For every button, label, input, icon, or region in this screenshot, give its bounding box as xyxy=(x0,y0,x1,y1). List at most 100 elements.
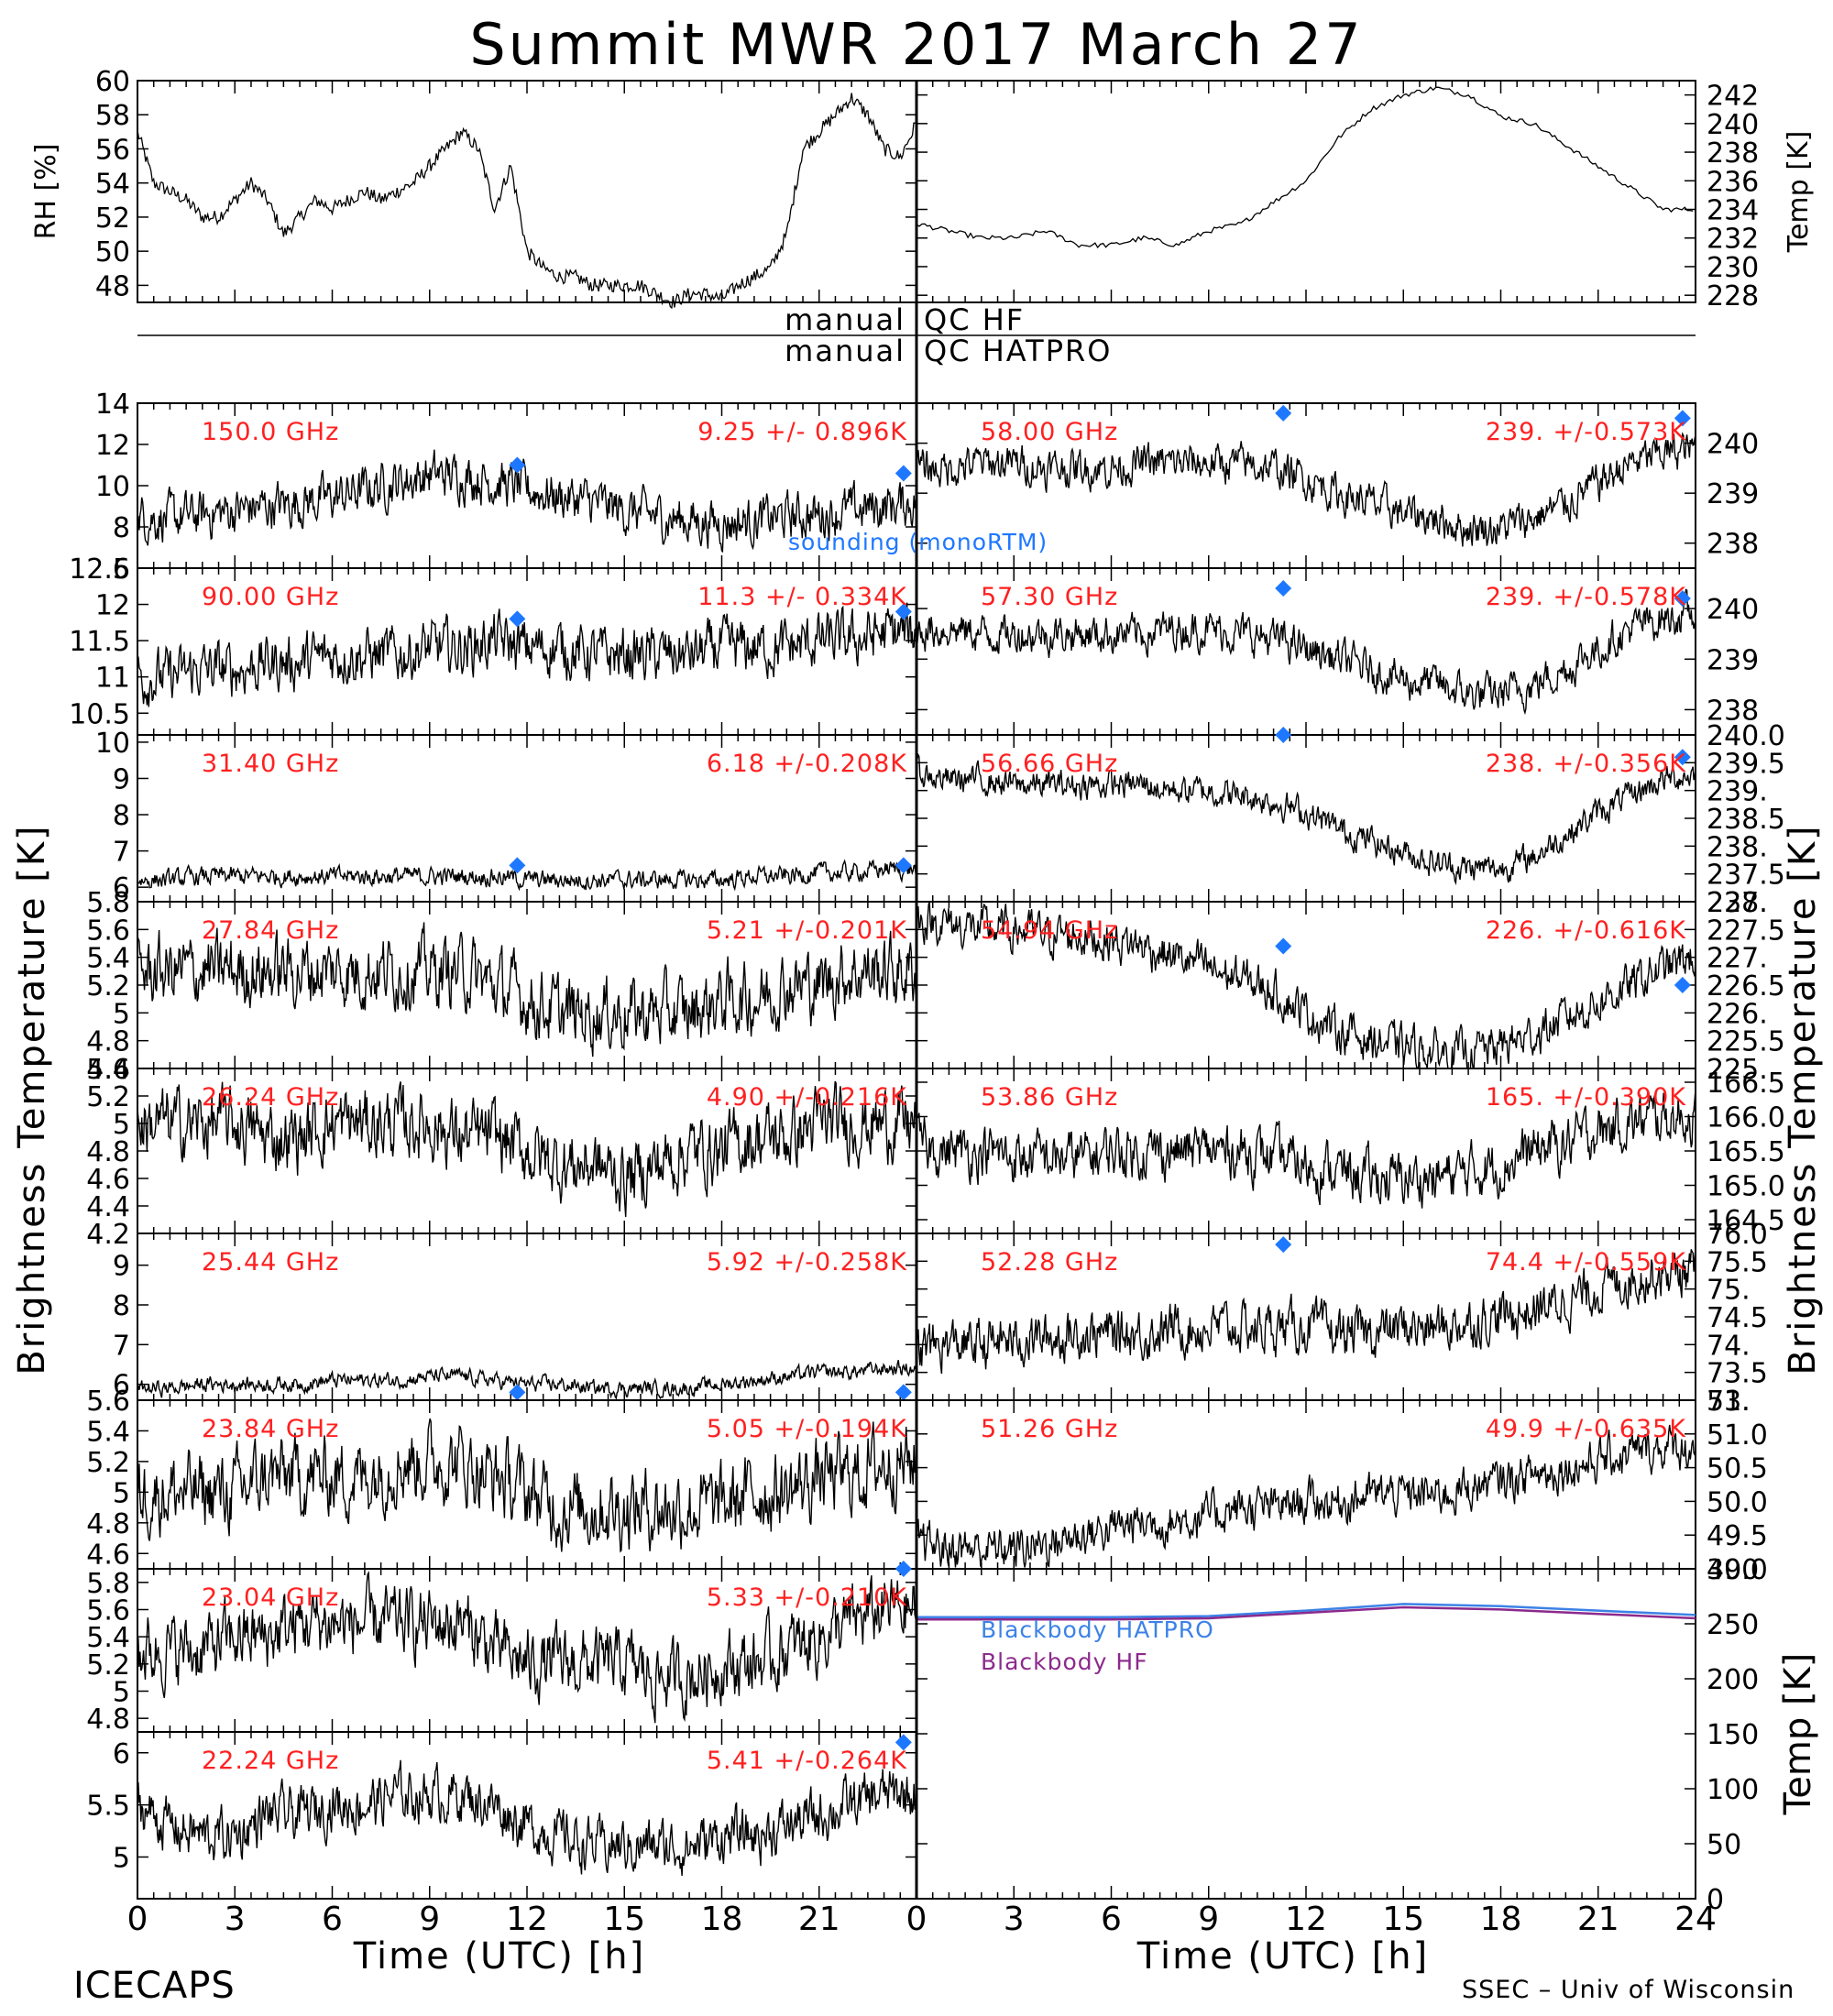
y-tick-label: 4.2 xyxy=(86,1219,130,1251)
y-tick-label: 234 xyxy=(1707,195,1759,227)
series-26.24 xyxy=(137,1080,917,1218)
stats-label: 239. +/-0.578K xyxy=(1486,583,1686,611)
sounding-point xyxy=(509,610,526,628)
stats-label: 6.18 +/-0.208K xyxy=(707,750,907,778)
qc-area: manual QC HF manual QC HATPRO xyxy=(137,302,1696,368)
y-tick-label: 164.5 xyxy=(1707,1205,1785,1237)
stats-label: 4.90 +/-0.216K xyxy=(707,1083,907,1112)
y-tick-label: 58 xyxy=(95,100,130,132)
y-tick-label: 50 xyxy=(95,236,130,268)
y-tick-label: 239 xyxy=(1707,644,1759,676)
sounding-point xyxy=(1674,590,1691,608)
y-tick-label: 238 xyxy=(1707,529,1759,561)
y-tick-label: 7 xyxy=(113,837,130,869)
y-tick-label: 48 xyxy=(95,270,130,302)
x-tick-label: 12 xyxy=(1285,1901,1327,1938)
sounding-point xyxy=(895,857,912,874)
y-tick-label: 12.5 xyxy=(69,553,130,586)
y-tick-label: 230 xyxy=(1707,252,1759,284)
y-tick-label: 228 xyxy=(1707,280,1759,312)
stats-label: 5.92 +/-0.258K xyxy=(707,1248,907,1276)
x-tick-label: 9 xyxy=(1198,1901,1219,1938)
y-tick-label: 5 xyxy=(113,1109,130,1141)
footer-left: ICECAPS xyxy=(73,1965,236,2007)
sounding-point xyxy=(1674,749,1691,766)
y-tick-label: 227. xyxy=(1707,943,1768,975)
freq-label: 150.0 GHz xyxy=(202,418,339,446)
y-tick-label: 240 xyxy=(1707,429,1759,461)
y-tick-label: 5.5 xyxy=(86,1791,130,1823)
series-51.26 xyxy=(916,1424,1696,1568)
x-tick-labels: 0 3 6 9 12 15 18 21 0 3 6 9 12 15 18 21 24 xyxy=(127,1901,1717,1938)
y-tick-label: 50.5 xyxy=(1707,1453,1768,1485)
y-tick-label: 225. xyxy=(1707,1054,1768,1086)
figure-title: Summit MWR 2017 March 27 xyxy=(469,11,1363,78)
stats-label: 9.25 +/- 0.896K xyxy=(697,418,907,446)
y-tick-label: 240 xyxy=(1707,109,1759,141)
sounding-point xyxy=(895,465,912,482)
y-tick-label: 6 xyxy=(113,1370,130,1402)
stats-label: 5.33 +/-0.210K xyxy=(707,1583,907,1612)
panel-blackbody: 0 50 100 150 200 250 300 Temp [K] xyxy=(916,1554,1819,1916)
y-tick-label: 238 xyxy=(1707,695,1759,727)
y-tick-label: 11 xyxy=(95,663,130,695)
stats-label: 239. +/-0.573K xyxy=(1486,418,1686,446)
series-22.24 xyxy=(137,1759,917,1877)
series-temp xyxy=(916,86,1694,249)
qc-hatpro-left: manual xyxy=(785,334,906,368)
x-tick-label: 6 xyxy=(322,1901,343,1938)
panel-31-40: 67 8 910 31.40 GHz 6.18 +/-0.208K xyxy=(95,728,917,904)
stats-label: 49.9 +/-0.635K xyxy=(1486,1415,1686,1443)
y-tick-label: 52 xyxy=(95,203,130,235)
panel-23-04: 4.855.25.45.65.8 23.04 GHz 5.33 +/-0.210K xyxy=(86,1561,917,1736)
freq-label: 52.28 GHz xyxy=(981,1248,1118,1276)
x-tick-label: 0 xyxy=(127,1901,148,1938)
y-tick-label: 75. xyxy=(1707,1275,1751,1307)
stats-label: 165. +/-0.390K xyxy=(1486,1083,1686,1112)
y-tick-label: 166.0 xyxy=(1707,1102,1785,1134)
y-tick-label: 238. xyxy=(1707,831,1768,863)
stats-label: 11.3 +/- 0.334K xyxy=(697,583,907,611)
y-tick-label: 5.8 xyxy=(86,1568,130,1600)
x-tick-label: 18 xyxy=(701,1901,743,1938)
y-tick-label: 150 xyxy=(1707,1719,1759,1751)
y-tick-label: 239. xyxy=(1707,776,1768,808)
qc-hatpro-right: QC HATPRO xyxy=(924,334,1112,368)
sounding-point xyxy=(1275,1236,1292,1254)
y-tick-label: 4.4 xyxy=(86,1191,130,1223)
y-tick-label: 250 xyxy=(1707,1609,1759,1641)
series-23.84 xyxy=(137,1418,917,1553)
y-tick-label: 51. xyxy=(1707,1386,1751,1418)
y-tick-label: 5.4 xyxy=(86,1622,130,1654)
series-90.00 xyxy=(137,602,917,707)
series-blackbody-hf xyxy=(916,1605,1696,1621)
y-tick-label: 232 xyxy=(1707,224,1759,256)
y-tick-label: 239 xyxy=(1707,478,1759,510)
series-52.28 xyxy=(916,1248,1696,1375)
y-tick-label: 5.4 xyxy=(86,1416,130,1448)
series-58.00 xyxy=(916,432,1696,547)
y-tick-label: 200 xyxy=(1707,1664,1759,1696)
y-tick-label: 5.2 xyxy=(86,1081,130,1113)
y-tick-label: 5.6 xyxy=(86,915,130,947)
stats-label: 226. +/-0.616K xyxy=(1486,916,1686,945)
y-tick-label: 12 xyxy=(95,430,130,462)
series-blackbody-hatpro xyxy=(916,1603,1696,1619)
y-tick-label: 50.0 xyxy=(1707,1486,1768,1518)
y-tick-label: 4.8 xyxy=(86,1704,130,1736)
y-tick-label: 9 xyxy=(113,1251,130,1283)
y-tick-label: 5.6 xyxy=(86,1595,130,1627)
sounding-point xyxy=(1275,727,1292,743)
y-tick-label: 236 xyxy=(1707,166,1759,198)
series-23.04 xyxy=(137,1571,917,1724)
freq-label: 23.84 GHz xyxy=(202,1415,339,1443)
y-tick-label: 6 xyxy=(113,872,130,904)
sounding-point xyxy=(509,1384,526,1401)
freq-label: 53.86 GHz xyxy=(981,1083,1118,1112)
sounding-point xyxy=(509,456,526,474)
freq-label: 26.24 GHz xyxy=(202,1083,339,1112)
